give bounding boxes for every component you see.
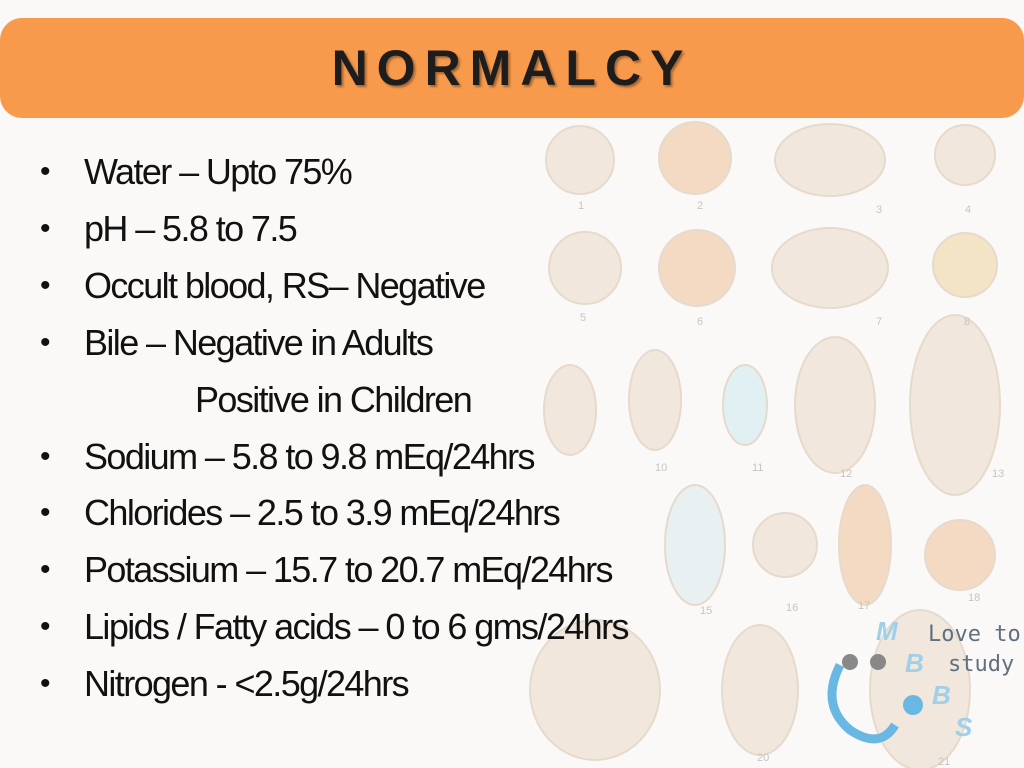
logo-letter: M [876,616,898,646]
figure-label: 5 [580,312,587,324]
figure-label: 10 [655,462,668,474]
bullet: • [40,553,51,587]
bullet-text: Bile – Negative in Adults [84,321,434,363]
bullet-text: pH – 5.8 to 7.5 [84,207,298,249]
logo-text: study [948,652,1015,677]
figure-label: 16 [786,602,799,614]
logo-letter: B [905,648,924,678]
bullet: • [40,325,51,359]
figure-label: 21 [938,756,951,768]
figure-label: 1 [578,200,585,212]
bullet-text: Occult blood, RS– Negative [84,264,486,306]
figure-label: 3 [876,204,883,216]
figure-label: 18 [968,592,981,604]
figure-label: 7 [876,316,883,328]
bullet-continuation: Positive in Children [195,378,473,420]
figure-label: 11 [752,462,764,474]
logo-letter: B [932,680,951,710]
figure-label: 12 [840,468,853,480]
bullet: • [40,496,51,530]
bullet: • [40,667,51,701]
bullet: • [40,211,51,245]
figure-label: 17 [858,600,871,612]
figure-label: 13 [992,468,1005,480]
figure-label: 4 [965,204,972,216]
bullet: • [40,439,51,473]
logo-letter: S [955,712,973,742]
figure-label: 2 [697,200,704,212]
logo-icon [827,654,923,744]
bullet-text: Water – Upto 75% [84,151,353,192]
bullet-text: Chlorides – 2.5 to 3.9 mEq/24hrs [84,492,561,534]
figure-label: 8 [964,316,971,328]
figure-label: 6 [697,316,704,328]
bullet: • [40,268,51,302]
bullet-text: Sodium – 5.8 to 9.8 mEq/24hrs [84,435,535,477]
bullet: • [40,155,51,188]
bullet-text: Nitrogen - <2.5g/24hrs [84,663,410,705]
figure-label: 15 [700,605,713,617]
bullet: • [40,610,51,644]
slide-title: NORMALCY [331,40,693,96]
title-bar [0,18,1024,118]
logo-text: Love to [928,622,1021,647]
figure-label: 20 [757,752,770,764]
bullet-text: Potassium – 15.7 to 20.7 mEq/24hrs [84,549,614,591]
bullet-text: Lipids / Fatty acids – 0 to 6 gms/24hrs [84,606,629,648]
